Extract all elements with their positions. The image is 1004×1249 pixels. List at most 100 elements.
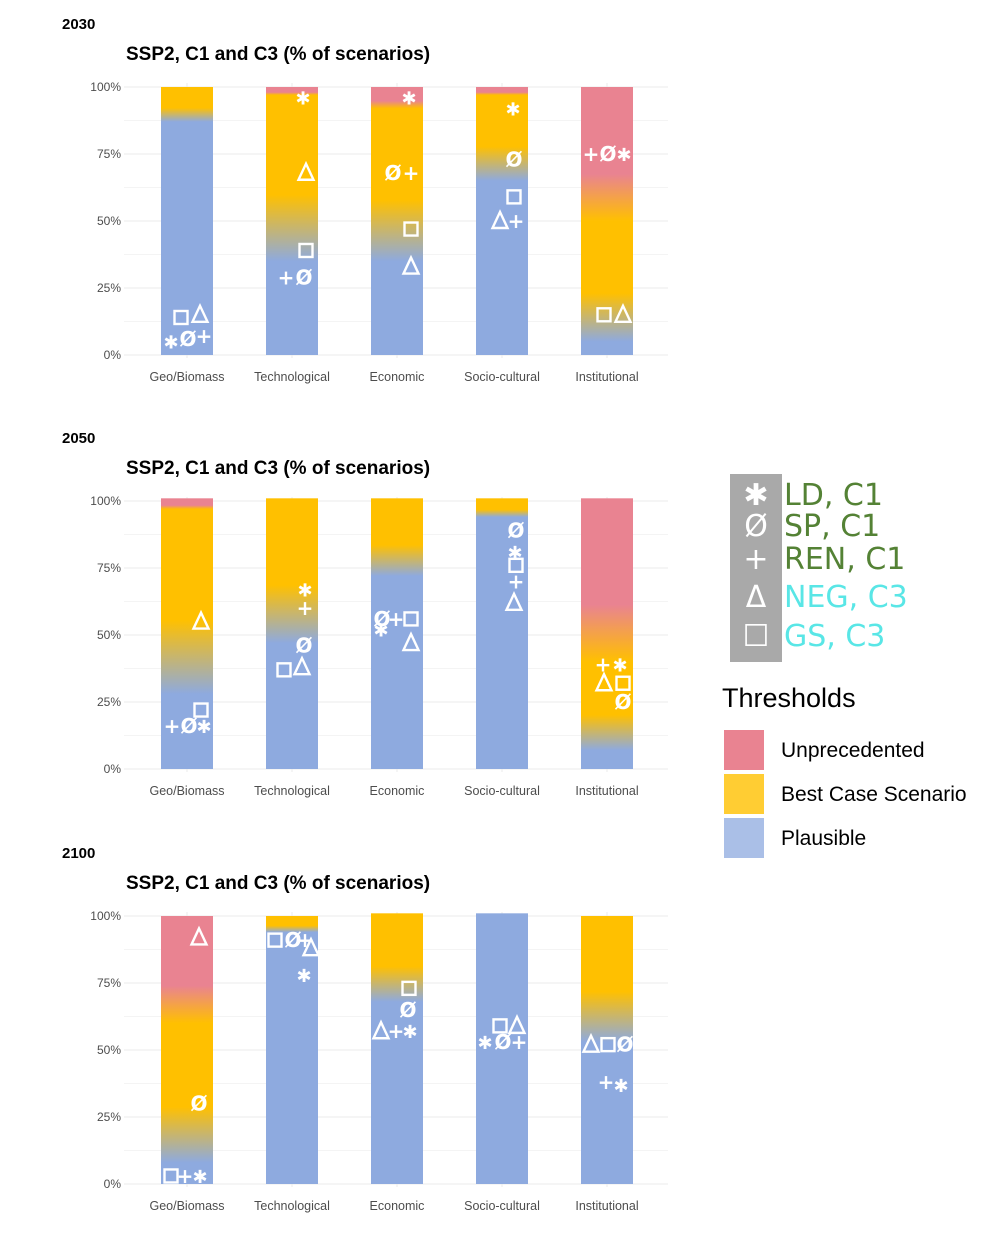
x-tick-label: Geo/Biomass	[149, 784, 224, 798]
legend-swatch-unprecedented	[724, 730, 764, 770]
y-tick-label: 25%	[97, 1110, 121, 1124]
x-tick-label: Socio-cultural	[464, 370, 540, 384]
triangle-marker	[191, 609, 211, 630]
bar-socio-cultural	[476, 498, 528, 769]
asterisk-marker: ✱	[401, 89, 416, 110]
asterisk-marker: ✱	[196, 717, 211, 738]
x-tick-label: Geo/Biomass	[149, 370, 224, 384]
slashed-zero-marker: Ø	[179, 327, 196, 351]
x-tick-label: Socio-cultural	[464, 784, 540, 798]
x-tick-label: Economic	[370, 784, 425, 798]
plus-marker: +	[583, 142, 600, 166]
square-icon: ☐	[742, 619, 770, 654]
legend-swatch-plausible	[724, 818, 764, 858]
plus-marker: +	[177, 1164, 194, 1188]
slashed-zero-marker: Ø	[494, 1030, 511, 1054]
plus-marker: +	[508, 569, 525, 593]
asterisk-marker: ✱	[192, 1167, 207, 1188]
bar-economic	[371, 87, 423, 355]
square-marker	[492, 1018, 508, 1034]
slashed-zero-marker: Ø	[180, 714, 197, 738]
plus-marker: +	[388, 607, 405, 631]
chart-title: SSP2, C1 and C3 (% of scenarios)	[126, 458, 431, 479]
bar-socio-cultural	[476, 913, 528, 1184]
chart-title: SSP2, C1 and C3 (% of scenarios)	[126, 873, 431, 894]
asterisk-marker: ✱	[296, 966, 311, 987]
square-marker	[615, 675, 631, 691]
year-label: 2050	[62, 430, 96, 447]
x-tick-label: Economic	[370, 370, 425, 384]
y-tick-label: 100%	[90, 80, 121, 94]
chart-panel-2100: 2100 SSP2, C1 and C3 (% of scenarios) 0%…	[0, 829, 700, 1243]
bar-geo-biomass	[161, 916, 213, 1184]
asterisk-marker: ✱	[477, 1033, 492, 1054]
y-tick-label: 75%	[97, 561, 121, 575]
slashed-zero-icon: Ø	[744, 509, 768, 544]
bar-institutional	[581, 498, 633, 769]
slashed-zero-marker: Ø	[614, 690, 631, 714]
square-marker	[506, 189, 522, 205]
plus-marker: +	[403, 161, 420, 185]
bar-economic	[371, 498, 423, 769]
y-tick-label: 0%	[104, 1177, 122, 1191]
slashed-zero-marker: Ø	[284, 928, 301, 952]
legend-label-unprecedented: Unprecedented	[781, 739, 925, 762]
triangle-marker	[190, 302, 210, 323]
plus-marker: +	[297, 596, 314, 620]
triangle-marker	[189, 925, 209, 946]
symbol-legend-label-sp: SP, C1	[784, 509, 881, 544]
triangle-marker	[613, 302, 633, 323]
y-tick-label: 25%	[97, 695, 121, 709]
plus-icon: +	[743, 542, 769, 577]
asterisk-marker: ✱	[163, 333, 178, 354]
asterisk-marker: ✱	[612, 655, 627, 676]
asterisk-marker: ✱	[616, 145, 631, 166]
y-tick-label: 100%	[90, 909, 121, 923]
chart-title: SSP2, C1 and C3 (% of scenarios)	[126, 44, 431, 65]
x-tick-label: Technological	[254, 1199, 330, 1213]
thresholds-legend-title: Thresholds	[722, 683, 856, 713]
triangle-marker	[594, 671, 614, 692]
bar-technological	[266, 87, 318, 355]
square-marker	[600, 1036, 616, 1053]
plus-marker: +	[196, 324, 213, 348]
plus-marker: +	[511, 1030, 528, 1054]
plus-marker: +	[595, 652, 612, 676]
plus-marker: +	[388, 1019, 405, 1043]
bar-technological	[266, 916, 318, 1184]
asterisk-marker: ✱	[505, 99, 520, 120]
slashed-zero-marker: Ø	[616, 1033, 633, 1057]
triangle-marker	[401, 631, 421, 652]
chart-panel-2030: 2030 SSP2, C1 and C3 (% of scenarios) 0%…	[0, 0, 700, 414]
year-label: 2100	[62, 845, 96, 862]
slashed-zero-marker: Ø	[295, 265, 312, 289]
bar-technological	[266, 498, 318, 769]
square-marker	[276, 662, 292, 678]
asterisk-marker: ✱	[613, 1076, 628, 1097]
asterisk-marker: ✱	[297, 580, 312, 601]
chart-panel-2050: 2050 SSP2, C1 and C3 (% of scenarios) 0%…	[0, 414, 700, 828]
chart-svg: 0% 25% 50% 75% 100% Geo/Biomass Technological E…	[90, 494, 668, 798]
slashed-zero-marker: Ø	[373, 607, 390, 631]
triangle-marker	[296, 160, 316, 181]
symbol-legend-label-neg: NEG, C3	[784, 580, 908, 615]
symbol-legend-label-ld: LD, C1	[784, 478, 883, 513]
x-tick-label: Technological	[254, 784, 330, 798]
square-marker	[403, 221, 419, 237]
asterisk-marker: ✱	[402, 1022, 417, 1043]
chart-svg: 0% 25% 50% 75% 100% Geo/Biomass Technological E…	[90, 80, 668, 384]
square-marker	[173, 309, 189, 326]
square-marker	[267, 932, 283, 948]
legend-label-plausible: Plausible	[781, 827, 867, 850]
square-marker	[403, 611, 419, 627]
triangle-marker	[490, 209, 510, 230]
x-tick-label: Geo/Biomass	[149, 1199, 224, 1213]
y-tick-label: 50%	[97, 1043, 121, 1057]
x-tick-label: Institutional	[575, 1199, 638, 1213]
triangle-marker	[504, 591, 524, 612]
slashed-zero-marker: Ø	[295, 634, 312, 658]
x-tick-label: Institutional	[575, 784, 638, 798]
y-tick-label: 75%	[97, 147, 121, 161]
bar-institutional	[581, 87, 633, 355]
y-tick-label: 75%	[97, 976, 121, 990]
